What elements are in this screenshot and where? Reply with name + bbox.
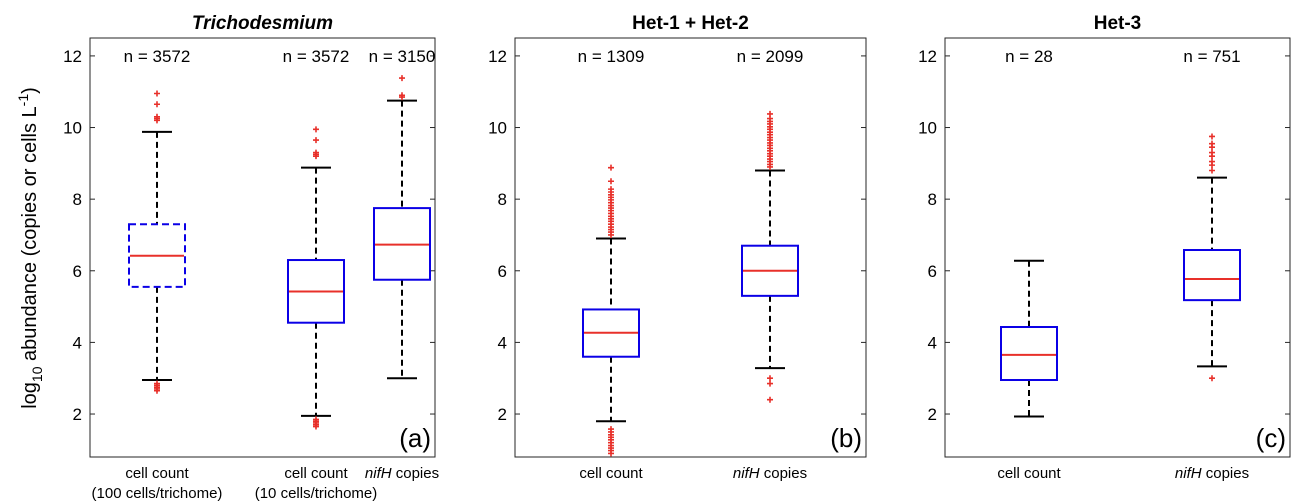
iqr-box [287, 259, 345, 324]
outlier-point [154, 113, 160, 120]
outlier-point [1209, 149, 1215, 156]
x-category-label: cell count [579, 465, 643, 482]
x-category-label: cell count [997, 465, 1061, 482]
outlier-point [767, 375, 773, 382]
plot-frame [944, 37, 1291, 458]
iqr-box [741, 244, 799, 297]
outlier-point [154, 90, 160, 97]
outlier-point [767, 380, 773, 387]
y-axis-label: log10 abundance (copies or cells L-1) [15, 87, 45, 409]
x-category-label-part: copies [760, 465, 808, 482]
outlier-point [767, 110, 773, 117]
y-tick-label: 2 [928, 405, 937, 424]
y-axis-label-main: abundance (copies or cells L [19, 106, 41, 366]
sample-size-label: n = 3150 [369, 47, 436, 66]
chart-panel-3: Het-3 2 4 6 8 10 12 n = 28 n = 751 cell count nifH… [918, 13, 1291, 482]
outlier-point [608, 426, 614, 433]
x-category-label: cell count [284, 465, 348, 482]
x-category-label: nifH copies [365, 465, 439, 482]
panel-letter: (c) [1256, 423, 1286, 453]
outlier-point [608, 186, 614, 193]
x-category-label: nifH copies [733, 465, 807, 482]
outlier-point [313, 149, 319, 156]
y-tick-label: 8 [73, 190, 82, 209]
y-tick-label: 10 [918, 119, 937, 138]
outlier-point [1209, 140, 1215, 147]
outlier-point [313, 416, 319, 423]
outlier-point [1209, 158, 1215, 165]
y-tick-label: 6 [928, 262, 937, 281]
iqr-box [1183, 249, 1241, 302]
y-tick-label: 2 [73, 405, 82, 424]
x-category-label-part: nifH [733, 465, 760, 482]
x-category-label-part: nifH [365, 465, 392, 482]
iqr-box [128, 223, 186, 288]
panels-group: Trichodesmium 2 4 6 8 10 12 n = 3572 n = 3572 n =… [63, 13, 1291, 502]
panel-title: Het-1 + Het-2 [632, 13, 749, 34]
outlier-point [1209, 167, 1215, 174]
outlier-point [399, 75, 405, 82]
y-tick-label: 8 [928, 190, 937, 209]
x-category-label: (100 cells/trichome) [92, 485, 223, 502]
y-tick-label: 12 [63, 47, 82, 66]
panel-title: Het-3 [1094, 13, 1142, 34]
y-axis-label-log: log [19, 382, 41, 409]
sample-size-label: n = 2099 [737, 47, 804, 66]
outlier-point [313, 137, 319, 144]
y-tick-label: 4 [73, 333, 82, 352]
y-axis-label-sup: -1 [15, 94, 31, 107]
y-tick-label: 4 [928, 333, 937, 352]
outlier-point [767, 396, 773, 403]
iqr-box [1000, 326, 1058, 382]
sample-size-label: n = 28 [1005, 47, 1053, 66]
chart-panel-2: Het-1 + Het-2 2 4 6 8 10 12 n = 1309 n = 2099 cel… [488, 13, 867, 482]
x-category-label-part: copies [1202, 465, 1250, 482]
sample-size-label: n = 1309 [578, 47, 645, 66]
y-tick-label: 4 [498, 333, 507, 352]
plot-frame [89, 37, 436, 458]
outlier-point [154, 380, 160, 387]
x-category-label-part: nifH [1175, 465, 1202, 482]
y-tick-label: 6 [73, 262, 82, 281]
y-tick-label: 6 [498, 262, 507, 281]
outlier-point [313, 126, 319, 133]
y-tick-label: 10 [63, 119, 82, 138]
sample-size-label: n = 3572 [124, 47, 191, 66]
x-category-label: cell count [125, 465, 189, 482]
y-axis-label-close: ) [19, 87, 41, 94]
sample-size-label: n = 751 [1183, 47, 1240, 66]
outlier-point [608, 164, 614, 171]
panel-letter: (b) [830, 423, 862, 453]
plot-frame [514, 37, 867, 458]
iqr-box [582, 308, 640, 358]
x-category-label-part: copies [392, 465, 440, 482]
y-axis-label-sub: 10 [29, 366, 45, 382]
panel-title: Trichodesmium [192, 13, 333, 34]
y-tick-label: 12 [918, 47, 937, 66]
x-category-label: (10 cells/trichome) [255, 485, 378, 502]
y-tick-label: 8 [498, 190, 507, 209]
y-tick-label: 10 [488, 119, 507, 138]
outlier-point [608, 178, 614, 185]
outlier-point [154, 101, 160, 108]
outlier-point [1209, 133, 1215, 140]
chart-panel-1: Trichodesmium 2 4 6 8 10 12 n = 3572 n = 3572 n =… [63, 13, 439, 502]
panel-letter: (a) [399, 423, 431, 453]
iqr-box [373, 207, 431, 281]
x-category-label: nifH copies [1175, 465, 1249, 482]
y-tick-label: 12 [488, 47, 507, 66]
outlier-point [1209, 375, 1215, 382]
y-tick-label: 2 [498, 405, 507, 424]
sample-size-label: n = 3572 [283, 47, 350, 66]
outlier-point [399, 92, 405, 99]
